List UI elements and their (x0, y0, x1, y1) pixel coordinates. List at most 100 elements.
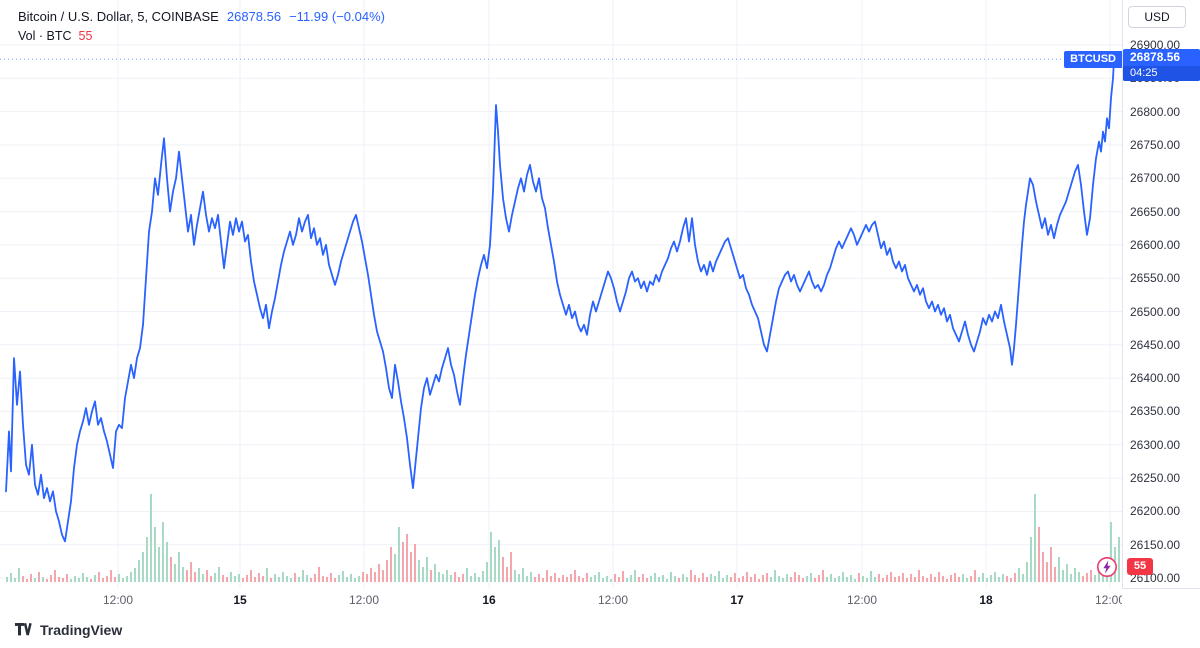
volume-bar (506, 567, 508, 582)
volume-bar (258, 573, 260, 582)
volume-bar (678, 578, 680, 582)
volume-bar (622, 571, 624, 582)
volume-bar (558, 578, 560, 582)
volume-bar (730, 577, 732, 582)
volume-bar (70, 579, 72, 582)
volume-bar (846, 577, 848, 582)
volume-bar (50, 575, 52, 582)
volume-bar (894, 577, 896, 582)
volume-bar (214, 573, 216, 582)
volume-bar (1034, 494, 1036, 582)
volume-bar (782, 578, 784, 582)
volume-bar (282, 572, 284, 582)
volume-bar (270, 578, 272, 582)
volume-bar (514, 570, 516, 582)
volume-bar (930, 574, 932, 582)
volume-bar (98, 572, 100, 582)
volume-bar (34, 578, 36, 582)
volume-bar (330, 573, 332, 582)
time-axis-label: 12:00 (1094, 593, 1122, 607)
volume-bar (838, 576, 840, 582)
time-axis[interactable]: 12:00 15 12:00 16 12:00 17 12:00 18 12:00 (0, 588, 1122, 612)
volume-bar (1110, 522, 1112, 582)
volume-bar (1086, 573, 1088, 582)
volume-bar (162, 522, 164, 582)
price-axis-label: 26300.00 (1130, 437, 1181, 452)
volume-bar (854, 579, 856, 582)
volume-bar (1062, 570, 1064, 582)
volume-bar (466, 568, 468, 582)
volume-bar (1006, 576, 1008, 582)
volume-bar (398, 527, 400, 582)
volume-bar (1038, 527, 1040, 582)
volume-bar (878, 574, 880, 582)
volume-bar (974, 570, 976, 582)
currency-unit-button[interactable]: USD (1128, 6, 1186, 28)
volume-bar (602, 578, 604, 582)
volume-bar (1030, 537, 1032, 582)
volume-bar (274, 574, 276, 582)
volume-bar (1022, 574, 1024, 582)
volume-bar (54, 570, 56, 582)
volume-bar (610, 579, 612, 582)
volume-bar (598, 572, 600, 582)
volume-bar (206, 570, 208, 582)
volume-bar (890, 572, 892, 582)
volume-bar (814, 578, 816, 582)
volume-bar (238, 574, 240, 582)
volume-bar (950, 575, 952, 582)
volume-bar (670, 572, 672, 582)
volume-bar (550, 576, 552, 582)
symbol-title[interactable]: Bitcoin / U.S. Dollar, 5, COINBASE (18, 9, 219, 24)
volume-bar (1010, 578, 1012, 582)
volume-bar (334, 578, 336, 582)
volume-bar (74, 576, 76, 582)
volume-bar (1014, 573, 1016, 582)
volume-bar (170, 557, 172, 582)
volume-bar (46, 579, 48, 582)
volume-indicator-label[interactable]: Vol · BTC (18, 29, 72, 43)
volume-bar (462, 574, 464, 582)
volume-bar (834, 578, 836, 582)
volume-bar (1046, 562, 1048, 582)
volume-bar (438, 572, 440, 582)
last-price-badge: 26878.56 04:25 (1123, 49, 1200, 82)
volume-bar (658, 577, 660, 582)
volume-bar (234, 576, 236, 582)
volume-bar (18, 568, 20, 582)
volume-bar (294, 573, 296, 582)
volume-bar (450, 575, 452, 582)
volume-bar (542, 578, 544, 582)
chart-plot-area[interactable]: Bitcoin / U.S. Dollar, 5, COINBASE 26878.… (0, 0, 1122, 588)
volume-bar (914, 577, 916, 582)
volume-bar (374, 572, 376, 582)
volume-bar (10, 573, 12, 582)
price-axis-label: 26700.00 (1130, 171, 1181, 186)
price-chart-canvas[interactable] (0, 0, 1122, 588)
tradingview-logo-link[interactable]: TradingView (14, 620, 122, 639)
volume-bar (358, 576, 360, 582)
volume-bar (198, 568, 200, 582)
volume-bar (1026, 562, 1028, 582)
volume-bar (794, 572, 796, 582)
volume-bar (402, 542, 404, 582)
volume-bar (762, 575, 764, 582)
volume-bar (246, 575, 248, 582)
volume-bar (362, 572, 364, 582)
volume-bar (1070, 574, 1072, 582)
volume-bar (118, 574, 120, 582)
volume-bar (414, 544, 416, 582)
volume-bar (86, 577, 88, 582)
volume-bar (406, 534, 408, 582)
volume-bar (1118, 537, 1120, 582)
volume-bar (250, 570, 252, 582)
price-change-value: −11.99 (−0.04%) (289, 9, 385, 24)
volume-bar (154, 527, 156, 582)
volume-bar (474, 573, 476, 582)
volume-bar (350, 574, 352, 582)
price-axis-label: 26750.00 (1130, 137, 1181, 152)
price-axis-label: 26800.00 (1130, 104, 1181, 119)
time-axis-label: 15 (233, 593, 247, 607)
price-axis[interactable]: USD 26878.56 04:25 55 26900.0026850.0026… (1122, 0, 1200, 588)
volume-bar (822, 570, 824, 582)
